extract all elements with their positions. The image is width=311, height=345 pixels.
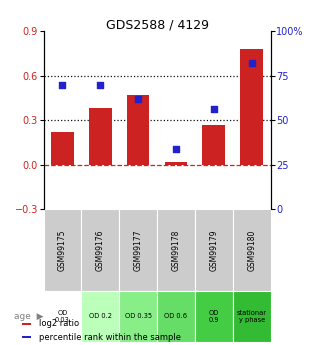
Point bbox=[136, 96, 141, 101]
Bar bbox=[44, 209, 81, 290]
Bar bbox=[81, 290, 119, 342]
Point bbox=[60, 82, 65, 88]
Text: GSM99180: GSM99180 bbox=[247, 229, 256, 270]
Bar bbox=[22, 336, 31, 338]
Text: OD 0.2: OD 0.2 bbox=[89, 313, 112, 319]
Bar bbox=[89, 108, 112, 165]
Bar bbox=[81, 209, 119, 290]
Bar bbox=[157, 209, 195, 290]
Point bbox=[211, 107, 216, 112]
Point bbox=[249, 60, 254, 66]
Text: OD 0.6: OD 0.6 bbox=[165, 313, 188, 319]
Bar bbox=[51, 132, 74, 165]
Text: OD
0.9: OD 0.9 bbox=[209, 309, 219, 323]
Bar bbox=[22, 323, 31, 325]
Title: GDS2588 / 4129: GDS2588 / 4129 bbox=[105, 18, 209, 31]
Text: OD
0.03: OD 0.03 bbox=[55, 309, 70, 323]
Bar bbox=[233, 209, 271, 290]
Text: GSM99178: GSM99178 bbox=[171, 229, 180, 270]
Bar bbox=[195, 209, 233, 290]
Text: GSM99176: GSM99176 bbox=[96, 229, 105, 271]
Bar bbox=[240, 49, 263, 165]
Bar bbox=[233, 290, 271, 342]
Point bbox=[98, 82, 103, 88]
Bar bbox=[195, 290, 233, 342]
Bar bbox=[202, 125, 225, 165]
Bar bbox=[157, 290, 195, 342]
Bar bbox=[119, 290, 157, 342]
Text: log2 ratio: log2 ratio bbox=[39, 319, 79, 328]
Text: percentile rank within the sample: percentile rank within the sample bbox=[39, 333, 181, 342]
Text: GSM99179: GSM99179 bbox=[209, 229, 218, 271]
Bar bbox=[119, 209, 157, 290]
Text: age  ▶: age ▶ bbox=[14, 312, 44, 321]
Text: GSM99175: GSM99175 bbox=[58, 229, 67, 271]
Bar bbox=[44, 290, 81, 342]
Point bbox=[174, 146, 179, 151]
Bar bbox=[165, 162, 187, 165]
Text: GSM99177: GSM99177 bbox=[134, 229, 143, 271]
Text: stationar
y phase: stationar y phase bbox=[237, 309, 267, 323]
Text: OD 0.35: OD 0.35 bbox=[125, 313, 152, 319]
Bar bbox=[127, 95, 150, 165]
